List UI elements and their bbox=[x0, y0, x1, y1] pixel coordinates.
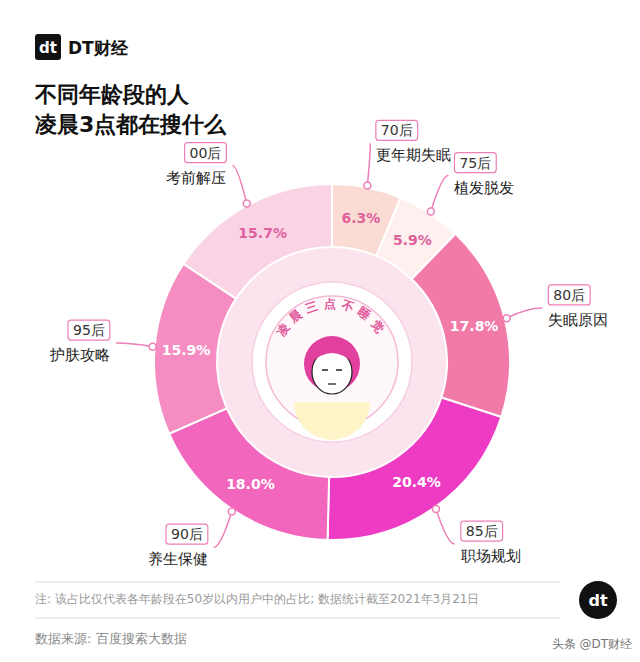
topic-label: 更年期失眠 bbox=[376, 146, 451, 164]
logo-text: dt bbox=[39, 39, 57, 57]
badge-text: 凌晨三点不睡觉 bbox=[274, 297, 389, 339]
leader-dot bbox=[503, 315, 510, 322]
topic-label: 职场规划 bbox=[461, 547, 521, 565]
leader-dot bbox=[149, 343, 156, 350]
watermark: 头条 @DT财经 bbox=[552, 637, 632, 651]
slice bbox=[412, 234, 510, 417]
data-label: 17.8% bbox=[450, 318, 499, 334]
category-box: 80后 bbox=[548, 285, 590, 305]
category-box: 90后 bbox=[166, 524, 208, 544]
leader-line bbox=[436, 509, 455, 544]
topic-label: 考前解压 bbox=[166, 169, 226, 187]
category-frame bbox=[185, 143, 227, 163]
badge-text-path: 凌晨三点不睡觉 bbox=[274, 297, 389, 339]
leader-line bbox=[232, 166, 246, 204]
footer-logo-text: dt bbox=[588, 591, 607, 610]
slices bbox=[154, 184, 510, 540]
category-box: 00后 bbox=[185, 143, 227, 163]
leader-line bbox=[214, 512, 232, 548]
category-label: 95后 bbox=[73, 322, 105, 338]
leader-dot bbox=[364, 182, 371, 189]
face-mouth bbox=[328, 383, 336, 384]
category-label: 80后 bbox=[553, 287, 585, 303]
category-frame bbox=[461, 521, 503, 541]
face-eye bbox=[322, 369, 328, 371]
badge-decor bbox=[294, 402, 370, 440]
topic-label: 失眠原因 bbox=[548, 311, 608, 329]
category-label: 85后 bbox=[466, 523, 498, 539]
category-box: 95后 bbox=[68, 320, 110, 340]
leader-line bbox=[507, 308, 543, 318]
topic-label: 护肤攻略 bbox=[49, 346, 110, 364]
category-frame bbox=[376, 120, 418, 140]
note: 注: 该占比仅代表各年龄段在50岁以内用户中的占比; 数据统计截至2021年3月… bbox=[35, 592, 479, 606]
category-box: 85后 bbox=[461, 521, 503, 541]
data-label: 6.3% bbox=[341, 210, 380, 226]
inner-band bbox=[217, 247, 447, 477]
center-badge: 凌晨三点不睡觉 bbox=[266, 296, 398, 440]
category-frame bbox=[166, 524, 208, 544]
footer-logo bbox=[579, 581, 617, 619]
face-fringe bbox=[308, 339, 356, 364]
leader-line bbox=[116, 343, 153, 347]
divider bbox=[35, 618, 560, 619]
labels: 6.3% 70后更年期失眠 5.9% 75后植发脱发 17.8% 80后失眠原因 20.4%… bbox=[49, 120, 609, 568]
leader-line bbox=[431, 176, 449, 212]
leader-dot bbox=[427, 208, 434, 215]
category-frame bbox=[454, 153, 496, 173]
data-label: 20.4% bbox=[392, 474, 441, 490]
leader-line bbox=[367, 143, 370, 185]
topic-label: 植发脱发 bbox=[454, 179, 514, 197]
leader-dot bbox=[243, 200, 250, 207]
data-label: 18.0% bbox=[226, 476, 275, 492]
data-label: 15.7% bbox=[238, 225, 287, 241]
category-box: 75后 bbox=[454, 153, 496, 173]
category-frame bbox=[68, 320, 110, 340]
center-circle bbox=[252, 282, 412, 442]
slice bbox=[184, 184, 332, 299]
topic-label: 养生保健 bbox=[148, 550, 208, 568]
title: 不同年龄段的人凌晨3点都在搜什么 bbox=[34, 82, 227, 137]
source: 数据来源: 百度搜索大数据 bbox=[35, 631, 187, 646]
leader-dot bbox=[228, 508, 235, 515]
category-label: 75后 bbox=[459, 155, 491, 171]
brand: DT财经 bbox=[68, 38, 129, 58]
category-label: 00后 bbox=[190, 145, 222, 161]
background bbox=[0, 0, 640, 662]
face-eye bbox=[336, 369, 342, 371]
category-frame bbox=[548, 285, 590, 305]
category-label: 70后 bbox=[381, 122, 413, 138]
data-label: 5.9% bbox=[393, 232, 432, 248]
title-line: 凌晨3点都在搜什么 bbox=[35, 112, 227, 137]
logo-box bbox=[35, 34, 61, 60]
title-line: 不同年龄段的人 bbox=[34, 82, 190, 107]
leader-dot bbox=[432, 505, 439, 512]
category-label: 90后 bbox=[171, 526, 203, 542]
data-label: 15.9% bbox=[162, 342, 211, 358]
category-box: 70后 bbox=[376, 120, 418, 140]
divider bbox=[35, 582, 560, 583]
chart-root: dt DT财经不同年龄段的人凌晨3点都在搜什么 6.3% 70后更年期失眠 5.9% 75… bbox=[0, 0, 640, 662]
